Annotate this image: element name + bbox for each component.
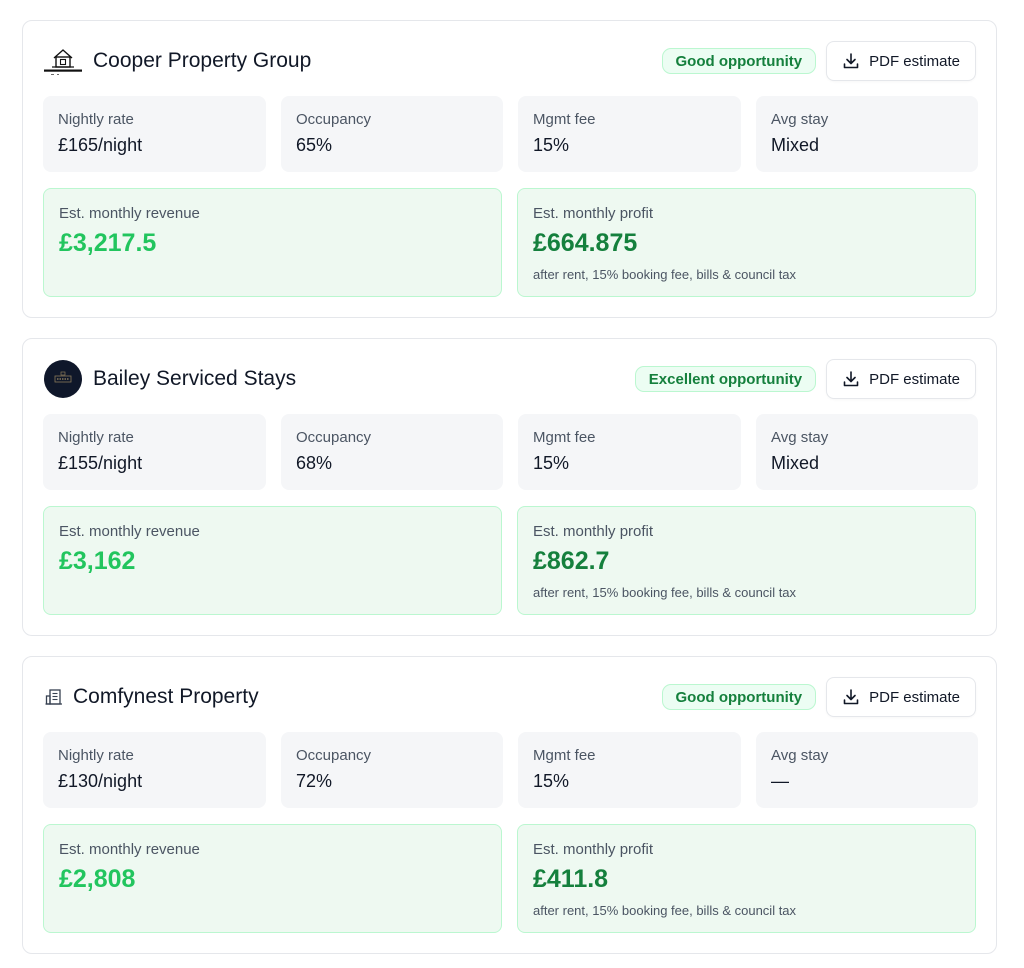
- pdf-estimate-button[interactable]: PDF estimate: [826, 677, 976, 717]
- pdf-button-label: PDF estimate: [869, 688, 960, 706]
- download-icon: [843, 53, 859, 69]
- company-name: Cooper Property Group: [93, 49, 312, 72]
- profit-value: £664.875: [533, 229, 638, 257]
- revenue-value: £3,217.5: [59, 229, 157, 257]
- profit-label: Est. monthly profit: [533, 841, 654, 858]
- stat-value: 15%: [533, 771, 570, 791]
- profit-label: Est. monthly profit: [533, 523, 654, 540]
- stat-nightly-rate: Nightly rate £130/night: [43, 732, 266, 808]
- profit-value: £862.7: [533, 547, 610, 575]
- revenue-label: Est. monthly revenue: [59, 523, 200, 540]
- pdf-button-label: PDF estimate: [869, 52, 960, 70]
- stat-label: Nightly rate: [58, 747, 134, 764]
- status-badge: Good opportunity: [661, 48, 817, 74]
- stat-label: Occupancy: [296, 747, 372, 764]
- pdf-estimate-button[interactable]: PDF estimate: [826, 359, 976, 399]
- stat-value: 15%: [533, 453, 570, 473]
- stat-avg-stay: Avg stay Mixed: [756, 414, 978, 490]
- stat-value: Mixed: [771, 453, 820, 473]
- revenue-value: £3,162: [59, 547, 136, 575]
- stat-avg-stay: Avg stay —: [756, 732, 978, 808]
- stat-value: £130/night: [58, 771, 143, 791]
- company-name: Comfynest Property: [73, 685, 259, 708]
- stat-occupancy: Occupancy 65%: [281, 96, 503, 172]
- revenue-box: Est. monthly revenue £3,162: [43, 506, 502, 615]
- status-badge: Excellent opportunity: [634, 366, 817, 392]
- stats-row: Nightly rate £165/night Occupancy 65% Mg…: [43, 96, 978, 172]
- stat-mgmt-fee: Mgmt fee 15%: [518, 732, 741, 808]
- status-badge: Good opportunity: [661, 684, 817, 710]
- download-icon: [843, 689, 859, 705]
- profit-note: after rent, 15% booking fee, bills & cou…: [533, 903, 797, 918]
- profit-value: £411.8: [533, 865, 609, 893]
- stats-row: Nightly rate £130/night Occupancy 72% Mg…: [43, 732, 978, 808]
- stat-nightly-rate: Nightly rate £165/night: [43, 96, 266, 172]
- stat-value: 68%: [296, 453, 333, 473]
- stat-mgmt-fee: Mgmt fee 15%: [518, 96, 741, 172]
- profit-note: after rent, 15% booking fee, bills & cou…: [533, 585, 797, 600]
- stat-avg-stay: Avg stay Mixed: [756, 96, 978, 172]
- stat-label: Occupancy: [296, 429, 372, 446]
- company-name: Bailey Serviced Stays: [93, 367, 297, 390]
- stat-occupancy: Occupancy 68%: [281, 414, 503, 490]
- stat-label: Mgmt fee: [533, 429, 596, 446]
- stat-label: Avg stay: [771, 747, 829, 764]
- stat-value: 15%: [533, 135, 570, 155]
- money-row: Est. monthly revenue £2,808 Est. monthly…: [43, 824, 976, 933]
- stat-label: Occupancy: [296, 111, 372, 128]
- stat-label: Nightly rate: [58, 111, 134, 128]
- pdf-estimate-button[interactable]: PDF estimate: [826, 41, 976, 81]
- stat-value: 72%: [296, 771, 333, 791]
- revenue-label: Est. monthly revenue: [59, 205, 200, 222]
- stat-nightly-rate: Nightly rate £155/night: [43, 414, 266, 490]
- card-header: Comfynest Property Good opportunity PDF …: [43, 677, 976, 717]
- stat-label: Avg stay: [771, 429, 829, 446]
- profit-note: after rent, 15% booking fee, bills & cou…: [533, 267, 797, 282]
- stat-label: Avg stay: [771, 111, 829, 128]
- download-icon: [843, 371, 859, 387]
- card-header: Bailey Serviced Stays Excellent opportun…: [43, 359, 976, 399]
- bailey-logo: [44, 360, 82, 398]
- pdf-button-label: PDF estimate: [869, 370, 960, 388]
- profit-box: Est. monthly profit £862.7 after rent, 1…: [517, 506, 976, 615]
- stat-occupancy: Occupancy 72%: [281, 732, 503, 808]
- stat-value: £155/night: [58, 453, 143, 473]
- money-row: Est. monthly revenue £3,162 Est. monthly…: [43, 506, 976, 615]
- stat-label: Nightly rate: [58, 429, 134, 446]
- stat-value: —: [771, 771, 789, 791]
- money-row: Est. monthly revenue £3,217.5 Est. month…: [43, 188, 976, 297]
- revenue-value: £2,808: [59, 865, 136, 893]
- stat-label: Mgmt fee: [533, 111, 596, 128]
- revenue-label: Est. monthly revenue: [59, 841, 200, 858]
- stat-value: Mixed: [771, 135, 820, 155]
- revenue-box: Est. monthly revenue £3,217.5: [43, 188, 502, 297]
- stats-row: Nightly rate £155/night Occupancy 68% Mg…: [43, 414, 978, 490]
- building-icon: [43, 677, 65, 717]
- property-card: Cooper Property Group Good opportunity P…: [22, 20, 997, 318]
- stat-value: £165/night: [58, 135, 143, 155]
- house-logo: [43, 41, 83, 81]
- stat-mgmt-fee: Mgmt fee 15%: [518, 414, 741, 490]
- card-header: Cooper Property Group Good opportunity P…: [43, 41, 976, 81]
- stat-label: Mgmt fee: [533, 747, 596, 764]
- property-card: Bailey Serviced Stays Excellent opportun…: [22, 338, 997, 636]
- profit-box: Est. monthly profit £664.875 after rent,…: [517, 188, 976, 297]
- profit-box: Est. monthly profit £411.8 after rent, 1…: [517, 824, 976, 933]
- stat-value: 65%: [296, 135, 333, 155]
- revenue-box: Est. monthly revenue £2,808: [43, 824, 502, 933]
- property-card: Comfynest Property Good opportunity PDF …: [22, 656, 997, 954]
- profit-label: Est. monthly profit: [533, 205, 654, 222]
